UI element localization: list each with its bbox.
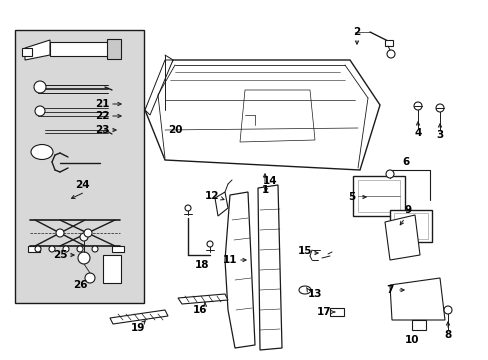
Text: 3: 3 [435, 130, 443, 140]
Text: 14: 14 [262, 176, 277, 186]
Circle shape [49, 246, 55, 252]
Bar [389, 210, 431, 242]
Circle shape [385, 170, 393, 178]
Text: 16: 16 [192, 305, 207, 315]
Text: 17: 17 [316, 307, 331, 317]
Text: 13: 13 [307, 289, 322, 299]
Bar [357, 180, 399, 212]
Bar [384, 40, 392, 46]
Circle shape [206, 241, 213, 247]
Circle shape [35, 246, 41, 252]
Bar [50, 42, 108, 56]
Circle shape [34, 81, 46, 93]
Circle shape [85, 273, 95, 283]
Bar [15, 30, 143, 303]
Circle shape [84, 229, 92, 237]
Circle shape [92, 246, 98, 252]
Bar [393, 213, 427, 239]
Bar [112, 246, 124, 252]
Text: 7: 7 [386, 285, 393, 295]
Circle shape [80, 233, 88, 241]
Text: 5: 5 [347, 192, 355, 202]
Circle shape [77, 246, 83, 252]
Circle shape [184, 205, 191, 211]
Circle shape [435, 104, 443, 112]
Bar [107, 39, 121, 59]
Circle shape [413, 102, 421, 110]
Polygon shape [224, 192, 254, 348]
Bar [22, 48, 32, 56]
Text: 15: 15 [297, 246, 312, 256]
Polygon shape [145, 60, 173, 115]
Polygon shape [389, 278, 444, 320]
Ellipse shape [31, 144, 53, 159]
Bar [28, 246, 40, 252]
Polygon shape [25, 40, 50, 60]
Text: 25: 25 [53, 250, 67, 260]
Circle shape [78, 252, 90, 264]
Polygon shape [215, 192, 227, 216]
Polygon shape [384, 215, 419, 260]
Bar [411, 320, 425, 330]
Bar [329, 308, 343, 316]
Circle shape [443, 306, 451, 314]
Text: 4: 4 [413, 128, 421, 138]
Text: 11: 11 [223, 255, 237, 265]
Circle shape [386, 50, 394, 58]
Text: 9: 9 [404, 205, 411, 215]
Text: 24: 24 [75, 180, 89, 190]
Text: 2: 2 [353, 27, 360, 37]
Text: 19: 19 [131, 323, 145, 333]
Bar [103, 255, 121, 283]
Circle shape [56, 229, 64, 237]
Polygon shape [178, 294, 227, 304]
Text: 20: 20 [167, 125, 182, 135]
Text: 12: 12 [204, 191, 219, 201]
Text: 21: 21 [95, 99, 109, 109]
Text: 6: 6 [402, 157, 409, 167]
Text: 22: 22 [95, 111, 109, 121]
Text: 18: 18 [194, 260, 209, 270]
Bar [352, 176, 404, 216]
Polygon shape [110, 310, 168, 324]
Circle shape [35, 106, 45, 116]
Ellipse shape [298, 286, 310, 294]
Polygon shape [240, 90, 314, 142]
Polygon shape [258, 185, 282, 350]
Circle shape [63, 246, 69, 252]
Text: 23: 23 [95, 125, 109, 135]
Text: 10: 10 [404, 335, 418, 345]
Text: 1: 1 [261, 185, 268, 195]
Polygon shape [145, 60, 379, 170]
Text: 26: 26 [73, 280, 87, 290]
Text: 8: 8 [444, 330, 451, 340]
